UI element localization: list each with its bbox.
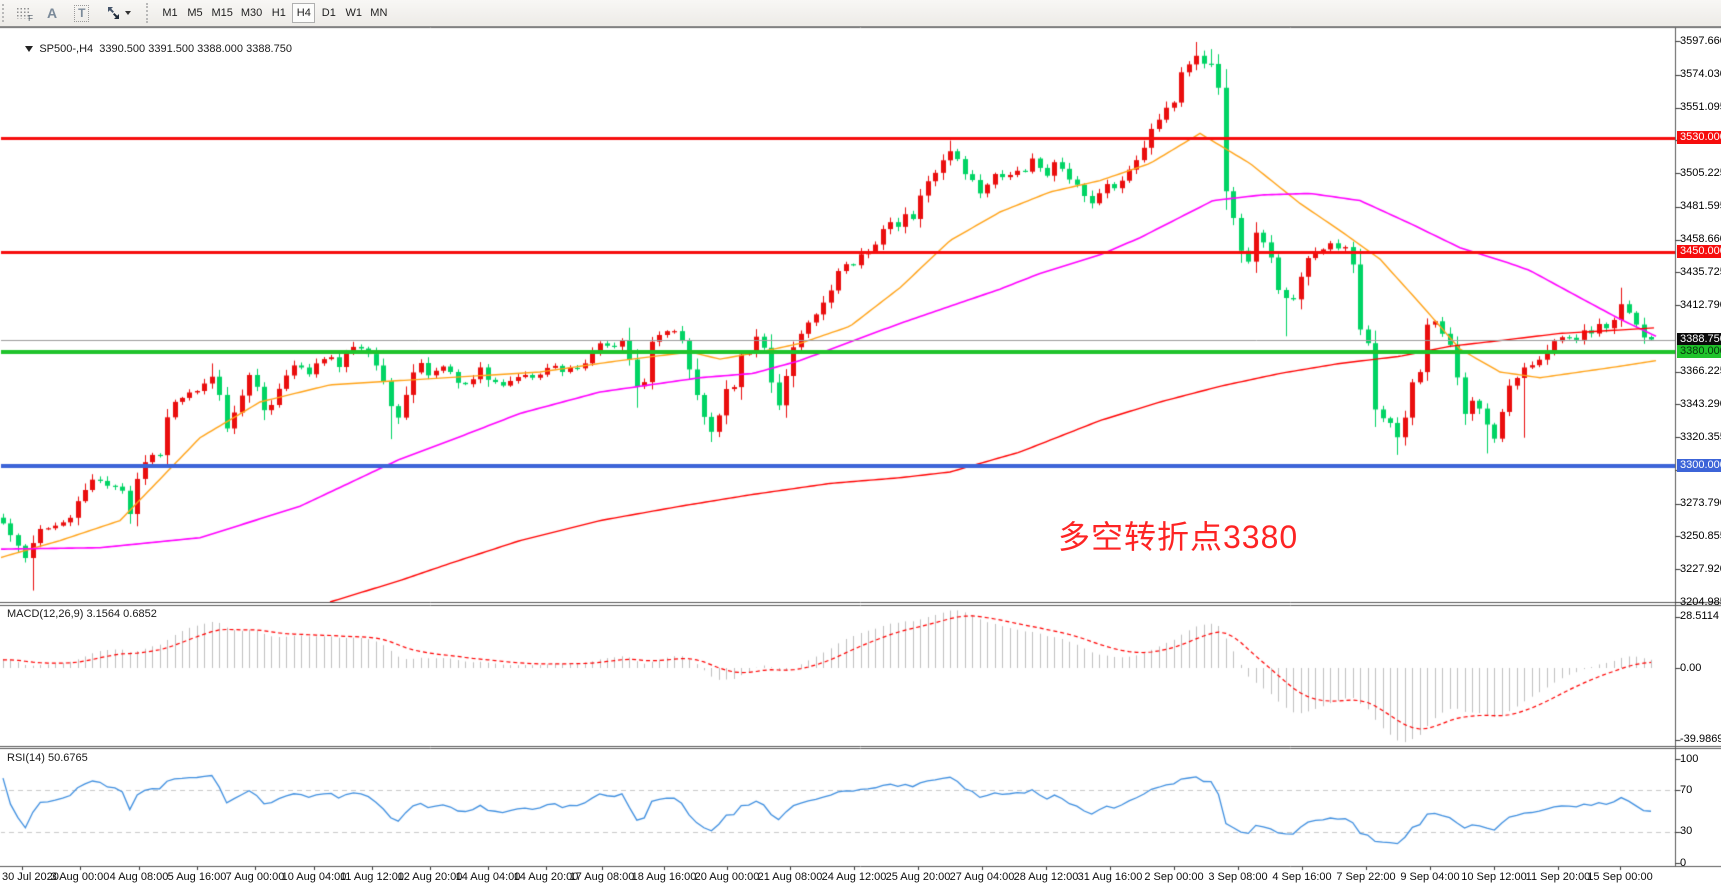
date-label: 14 Aug 04:00 bbox=[455, 871, 521, 883]
grid-period-tool-button[interactable]: F bbox=[12, 2, 34, 24]
date-label: 27 Aug 04:00 bbox=[949, 871, 1015, 883]
rsi-tick-label: 100 bbox=[1680, 752, 1699, 765]
objects-arrows-tool-button[interactable] bbox=[102, 2, 135, 24]
dropdown-caret-icon bbox=[125, 11, 132, 15]
timeframe-button-mn[interactable]: MN bbox=[367, 3, 390, 23]
price-badge: 3530.000 bbox=[1677, 130, 1721, 144]
timeframe-button-m5[interactable]: M5 bbox=[183, 3, 206, 23]
arrow-label-tool-button[interactable]: A bbox=[43, 2, 61, 24]
date-label: 7 Sep 22:00 bbox=[1336, 871, 1396, 883]
date-label: 10 Aug 04:00 bbox=[281, 871, 347, 883]
price-axis[interactable]: 3597.6603574.0303551.0953528.1603505.225… bbox=[1677, 0, 1721, 888]
price-tick-label: 3597.660 bbox=[1680, 34, 1721, 47]
price-badge: 3300.000 bbox=[1677, 459, 1721, 473]
rsi-tick-label: 0 bbox=[1680, 856, 1687, 869]
text-tool-button[interactable]: T bbox=[70, 2, 93, 24]
toolbar-drag-handle[interactable] bbox=[2, 4, 8, 22]
timeframe-button-w1[interactable]: W1 bbox=[342, 3, 365, 23]
date-label: 4 Aug 08:00 bbox=[109, 871, 169, 883]
macd-tick-label: 0.00 bbox=[1680, 661, 1702, 674]
toolbar: F A T M1 M5 M15 M30 H1 H4 D1 W1 MN bbox=[0, 0, 1721, 27]
date-label: 4 Sep 16:00 bbox=[1272, 871, 1332, 883]
date-label: 11 Sep 20:00 bbox=[1525, 871, 1591, 883]
timeframe-button-m30[interactable]: M30 bbox=[238, 3, 265, 23]
price-tick-label: 3250.855 bbox=[1680, 529, 1721, 542]
grid-icon-badge: F bbox=[28, 14, 33, 23]
timeframe-button-m15[interactable]: M15 bbox=[208, 3, 235, 23]
price-tick-label: 3273.790 bbox=[1680, 497, 1721, 510]
price-tick-label: 3505.225 bbox=[1680, 166, 1721, 179]
price-tick-label: 3320.355 bbox=[1680, 430, 1721, 443]
timeframe-button-m1[interactable]: M1 bbox=[158, 3, 181, 23]
price-tick-label: 3366.225 bbox=[1680, 365, 1721, 378]
price-tick-label: 3458.660 bbox=[1680, 233, 1721, 246]
text-tool-icon: T bbox=[74, 4, 90, 22]
date-label: 2 Sep 00:00 bbox=[1144, 871, 1204, 883]
rsi-tick-label: 30 bbox=[1680, 825, 1693, 838]
price-tick-label: 3204.985 bbox=[1680, 595, 1721, 608]
price-tick-label: 3435.725 bbox=[1680, 265, 1721, 278]
date-label: 15 Sep 00:00 bbox=[1587, 871, 1653, 883]
date-label: 21 Aug 08:00 bbox=[757, 871, 823, 883]
date-label: 9 Sep 04:00 bbox=[1400, 871, 1460, 883]
date-label: 3 Sep 08:00 bbox=[1208, 871, 1268, 883]
date-label: 5 Aug 16:00 bbox=[167, 871, 227, 883]
price-tick-label: 3574.030 bbox=[1680, 68, 1721, 81]
time-axis[interactable]: 30 Jul 2020 3 Aug 00:00 4 Aug 08:00 5 Aug 1… bbox=[0, 867, 1721, 888]
timeframe-button-d1[interactable]: D1 bbox=[317, 3, 340, 23]
macd-tick-label: -39.9869 bbox=[1680, 733, 1721, 746]
date-label: 20 Aug 00:00 bbox=[694, 871, 760, 883]
timeframe-toolbar: M1 M5 M15 M30 H1 H4 D1 W1 MN bbox=[158, 3, 392, 23]
label-a-icon: A bbox=[47, 5, 58, 21]
price-badge: 3450.000 bbox=[1677, 245, 1721, 258]
date-label: 28 Aug 12:00 bbox=[1013, 871, 1079, 883]
grid-icon: F bbox=[16, 7, 33, 23]
price-tick-label: 3412.790 bbox=[1680, 298, 1721, 311]
price-tick-label: 3227.920 bbox=[1680, 562, 1721, 575]
price-badge: 3380.000 bbox=[1677, 345, 1721, 358]
toolbar-separator[interactable] bbox=[146, 3, 150, 23]
price-tick-label: 3481.595 bbox=[1680, 200, 1721, 213]
price-tick-label: 3551.095 bbox=[1680, 101, 1721, 114]
diagonal-arrows-icon bbox=[108, 7, 120, 19]
date-label: 10 Sep 12:00 bbox=[1461, 871, 1527, 883]
chart-annotation-text[interactable]: 多空转折点3380 bbox=[1058, 519, 1299, 555]
price-badge: 3388.750 bbox=[1677, 332, 1721, 346]
date-label: 30 Jul 2020 bbox=[2, 871, 59, 883]
timeframe-button-h1[interactable]: H1 bbox=[267, 3, 290, 23]
date-label: 24 Aug 12:00 bbox=[821, 871, 887, 883]
price-tick-label: 3343.290 bbox=[1680, 397, 1721, 410]
timeframe-button-h4[interactable]: H4 bbox=[292, 3, 316, 23]
date-label: 17 Aug 08:00 bbox=[569, 871, 635, 883]
date-label: 3 Aug 00:00 bbox=[50, 871, 110, 883]
rsi-tick-label: 70 bbox=[1680, 783, 1693, 796]
date-label: 31 Aug 16:00 bbox=[1077, 871, 1143, 883]
date-label: 12 Aug 20:00 bbox=[397, 871, 463, 883]
date-label: 7 Aug 00:00 bbox=[225, 871, 285, 883]
date-label: 25 Aug 20:00 bbox=[885, 871, 951, 883]
collapse-chart-icon[interactable] bbox=[25, 46, 34, 52]
date-label: 18 Aug 16:00 bbox=[631, 871, 697, 883]
macd-tick-label: 28.5114 bbox=[1680, 610, 1719, 623]
date-label: 11 Aug 12:00 bbox=[339, 871, 405, 883]
date-label: 14 Aug 20:00 bbox=[513, 871, 579, 883]
